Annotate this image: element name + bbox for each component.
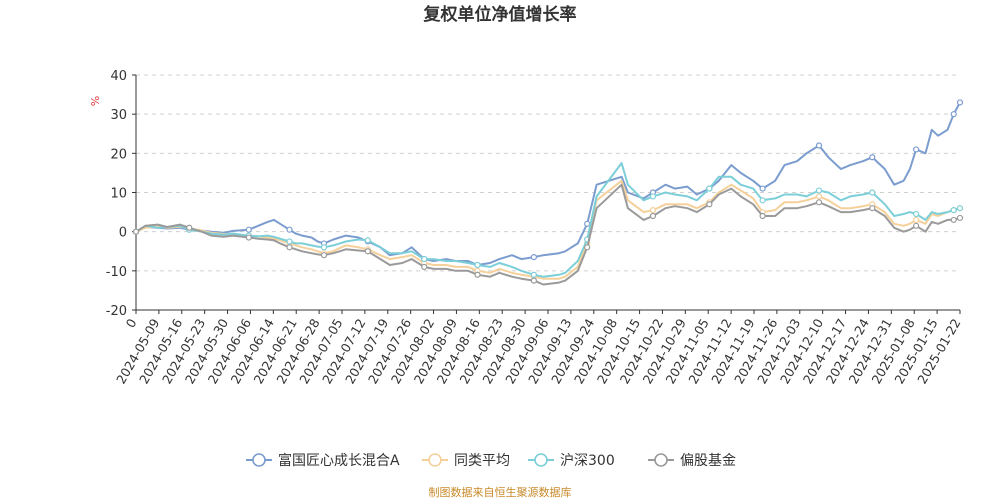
y-tick-label: 10 (110, 187, 127, 202)
legend-item: 同类平均 (422, 453, 510, 469)
legend-swatch-marker (428, 453, 442, 467)
legend-swatch-marker (252, 453, 266, 467)
series-line (135, 183, 961, 286)
data-point (869, 205, 876, 212)
data-point (320, 244, 328, 251)
y-tick-label: 20 (110, 147, 127, 162)
legend-label: 偏股基金 (680, 452, 736, 469)
data-point (815, 199, 823, 206)
data-point (815, 142, 823, 149)
series-3 (132, 162, 964, 278)
data-point (706, 185, 713, 192)
data-point (421, 255, 428, 263)
data-point (913, 210, 920, 218)
data-point (245, 226, 252, 233)
data-point (286, 244, 293, 251)
series-line (135, 101, 961, 266)
data-point (530, 254, 538, 261)
data-point (530, 277, 538, 284)
data-point (286, 226, 293, 233)
data-point (286, 238, 293, 245)
data-point (649, 212, 657, 220)
y-tick-label: 0 (119, 226, 127, 241)
data-point (649, 193, 657, 200)
data-point (913, 146, 920, 153)
data-point (759, 212, 766, 220)
legend: 富国匠心成长混合A 同类平均 沪深300 偏股基金 (246, 452, 736, 469)
data-point (706, 201, 713, 208)
source-note: 制图数据来自恒生聚源数据库 (429, 485, 572, 499)
data-point (759, 185, 766, 192)
grid (136, 74, 960, 272)
data-point (950, 216, 957, 224)
data-point (474, 271, 481, 278)
legend-item: 偏股基金 (648, 452, 736, 469)
data-point (759, 197, 766, 204)
data-point (869, 154, 876, 161)
axes: 403020100-10-2002024-05-092024-05-162024… (106, 69, 964, 386)
data-point (815, 193, 823, 200)
data-point (364, 237, 371, 244)
data-point (584, 220, 591, 227)
data-point (956, 214, 964, 222)
series-line (135, 162, 961, 278)
legend-label: 沪深300 (560, 453, 615, 469)
y-tick-label: 30 (110, 108, 127, 123)
data-point (649, 207, 657, 214)
series-4 (132, 183, 964, 286)
chart-title: 复权单位净值增长率 (423, 4, 577, 25)
data-point (956, 205, 964, 212)
series-lines (132, 99, 964, 286)
data-point (815, 187, 823, 194)
data-point (364, 248, 371, 255)
data-point (474, 261, 481, 269)
data-point (956, 99, 964, 106)
data-point (869, 189, 876, 196)
data-point (950, 207, 957, 214)
data-point (132, 228, 140, 235)
legend-swatch-marker (654, 453, 668, 467)
series-2 (132, 179, 964, 280)
data-point (186, 224, 193, 231)
y-tick-label: 40 (110, 69, 127, 84)
legend-label: 同类平均 (454, 453, 510, 469)
data-point (913, 216, 920, 224)
series-line (135, 179, 961, 280)
data-point (950, 111, 957, 118)
data-point (245, 234, 252, 241)
legend-item: 沪深300 (528, 453, 615, 469)
data-point (421, 263, 428, 271)
x-tick-label: 0 (123, 316, 140, 330)
y-tick-label: -10 (106, 265, 127, 280)
legend-label: 富国匠心成长混合A (278, 452, 400, 469)
data-point (584, 244, 591, 251)
data-point (913, 222, 920, 229)
series-1 (132, 99, 964, 269)
y-axis-unit: % (89, 96, 102, 106)
legend-item: 富国匠心成长混合A (246, 452, 400, 469)
legend-swatch-marker (534, 453, 548, 467)
data-point (320, 252, 328, 259)
data-point (530, 271, 538, 278)
y-tick-label: -20 (106, 304, 127, 319)
